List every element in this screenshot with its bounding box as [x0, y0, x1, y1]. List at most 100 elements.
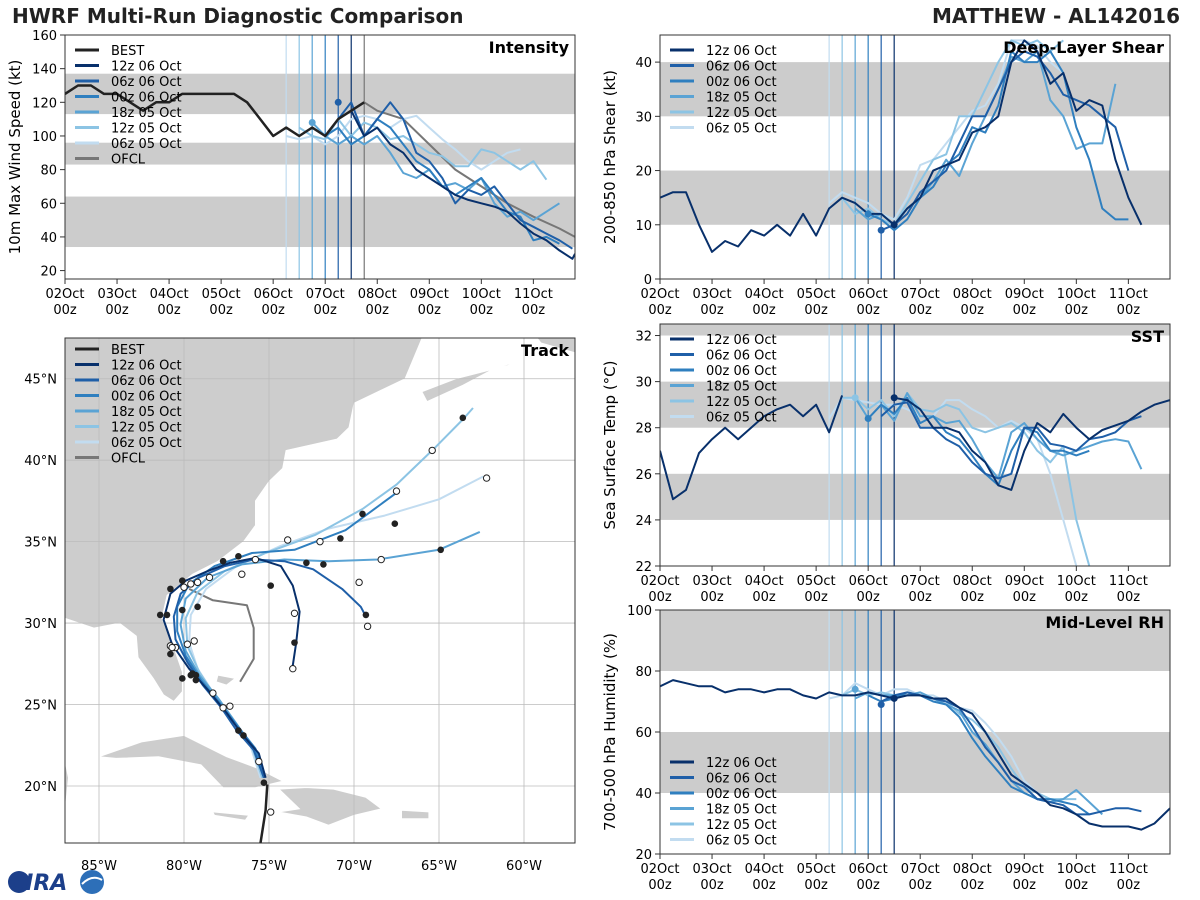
track-filled-marker — [179, 606, 186, 614]
sst-ytick-label: 30 — [635, 376, 652, 391]
rh-marker-0 — [890, 694, 898, 702]
rh-xtick-label-date: 09Oct — [1005, 862, 1044, 877]
intensity-legend-label: 12z 06 Oct — [111, 60, 182, 75]
shear-marker-2 — [864, 210, 872, 218]
track-filled-marker — [179, 675, 186, 682]
sst-xtick-label-hour: 00z — [1117, 590, 1141, 605]
shear-xtick-label-date: 04Oct — [745, 287, 784, 302]
intensity-xtick-label-hour: 00z — [53, 303, 77, 318]
sst-xtick-label-date: 08Oct — [953, 574, 992, 589]
sst-panel: 22242628303202Oct00z03Oct00z04Oct00z05Oc… — [601, 323, 1171, 605]
rh-plot-content — [660, 610, 1170, 854]
intensity-ytick-label: 20 — [40, 265, 57, 280]
sst-xtick-label-date: 05Oct — [797, 574, 836, 589]
rh-panel: 2040608010002Oct00z03Oct00z04Oct00z05Oct… — [601, 604, 1171, 893]
shear-ylabel: 200-850 hPa Shear (kt) — [601, 70, 619, 244]
puerto-rico-land — [401, 809, 430, 819]
intensity-legend-label: OFCL — [111, 153, 146, 168]
rh-xtick-label-hour: 00z — [648, 878, 672, 893]
sst-xtick-label-date: 02Oct — [640, 574, 679, 589]
track-xtick-label: 60°W — [506, 859, 542, 874]
intensity-legend-label: 18z 05 Oct — [111, 106, 182, 121]
track-filled-marker — [192, 676, 200, 684]
rh-xtick-label-hour: 00z — [700, 878, 724, 893]
intensity-xtick-label-hour: 00z — [209, 303, 233, 318]
sst-series-06z-06-oct — [880, 401, 1142, 480]
shear-band-1 — [660, 62, 1170, 117]
track-filled-marker — [362, 611, 370, 619]
shear-ytick-label: 40 — [635, 56, 652, 71]
sst-legend-label: 12z 05 Oct — [706, 395, 777, 410]
track-open-marker — [205, 573, 214, 582]
rh-legend-label: 06z 05 Oct — [706, 834, 777, 849]
sst-series-12z-05-oct — [842, 392, 1091, 566]
intensity-series-12z-05-oct — [298, 118, 548, 181]
rh-marker-2 — [851, 685, 859, 693]
shear-xtick-label-date: 06Oct — [849, 287, 888, 302]
sst-xtick-label-hour: 00z — [1013, 590, 1037, 605]
sst-plot-area — [660, 324, 1170, 566]
track-filled-marker — [240, 732, 247, 739]
intensity-series-best — [65, 84, 365, 138]
shear-title: Deep-Layer Shear — [1003, 38, 1164, 57]
track-filled-marker — [163, 611, 171, 619]
shear-xtick-label-hour: 00z — [1117, 303, 1141, 318]
track-open-marker — [482, 474, 491, 482]
track-filled-marker — [359, 510, 366, 518]
rh-legend-label: 18z 05 Oct — [706, 803, 777, 818]
shear-xtick-label-hour: 00z — [804, 303, 828, 318]
sst-xtick-label-hour: 00z — [804, 590, 828, 605]
intensity-legend-label: 06z 05 Oct — [111, 137, 182, 152]
shear-legend-label: 12z 06 Oct — [706, 44, 777, 59]
track-frame — [64, 337, 576, 844]
track-map-content — [65, 338, 575, 843]
track-open-marker — [226, 702, 234, 710]
cira-logo-swoosh — [81, 876, 103, 885]
nova-scotia-land — [421, 358, 525, 403]
track-open-marker — [289, 664, 297, 673]
intensity-xtick-label-date: 03Oct — [98, 287, 137, 302]
track-open-marker — [219, 704, 227, 712]
sst-xtick-label-date: 11Oct — [1109, 574, 1148, 589]
rh-series-12z-06-oct — [660, 679, 1170, 831]
intensity-ylabel: 10m Max Wind Speed (kt) — [6, 60, 24, 255]
track-ytick-label: 35°N — [24, 536, 57, 551]
track-open-marker — [428, 446, 436, 455]
intensity-ytick-label: 60 — [40, 197, 57, 212]
sst-xtick-label-hour: 00z — [752, 590, 776, 605]
track-filled-marker — [337, 535, 344, 542]
track-open-marker — [168, 643, 176, 652]
track-filled-marker — [291, 639, 298, 646]
sst-xtick-label-hour: 00z — [1065, 590, 1089, 605]
shear-xtick-label-date: 05Oct — [797, 287, 836, 302]
shear-ytick-label: 10 — [635, 219, 652, 234]
track-series-ofcl — [188, 587, 255, 683]
sst-xtick-label-date: 03Oct — [693, 574, 732, 589]
sst-legend-label: 06z 05 Oct — [706, 411, 777, 426]
track-series-12z-06-oct — [162, 556, 301, 779]
track-open-marker — [392, 487, 401, 495]
intensity-xtick-label-date: 05Oct — [202, 287, 241, 302]
track-filled-marker — [437, 546, 445, 554]
rh-xtick-label-date: 10Oct — [1057, 862, 1096, 877]
shear-ytick-label: 0 — [644, 273, 652, 288]
intensity-xtick-label-date: 09Oct — [410, 287, 449, 302]
intensity-panel: 2040608010012014016002Oct00z03Oct00z04Oc… — [6, 29, 576, 318]
shear-marker-0 — [890, 221, 898, 229]
intensity-xtick-label-hour: 00z — [366, 303, 390, 318]
rh-ytick-label: 100 — [627, 604, 652, 619]
rh-xtick-label-date: 02Oct — [640, 862, 679, 877]
track-filled-marker — [179, 577, 186, 585]
sst-xtick-label-hour: 00z — [856, 590, 880, 605]
shear-xtick-label-date: 09Oct — [1005, 287, 1044, 302]
track-filled-marker — [156, 611, 164, 619]
figure-title: HWRF Multi-Run Diagnostic Comparison — [12, 4, 464, 28]
jamaica-land — [212, 811, 250, 821]
track-open-marker — [238, 570, 246, 578]
rh-xtick-label-hour: 00z — [961, 878, 985, 893]
rh-xtick-label-date: 03Oct — [693, 862, 732, 877]
sst-xtick-label-date: 10Oct — [1057, 574, 1096, 589]
sst-ytick-label: 26 — [635, 468, 652, 483]
shear-marker-1 — [877, 226, 885, 234]
track-ytick-label: 25°N — [24, 699, 57, 714]
